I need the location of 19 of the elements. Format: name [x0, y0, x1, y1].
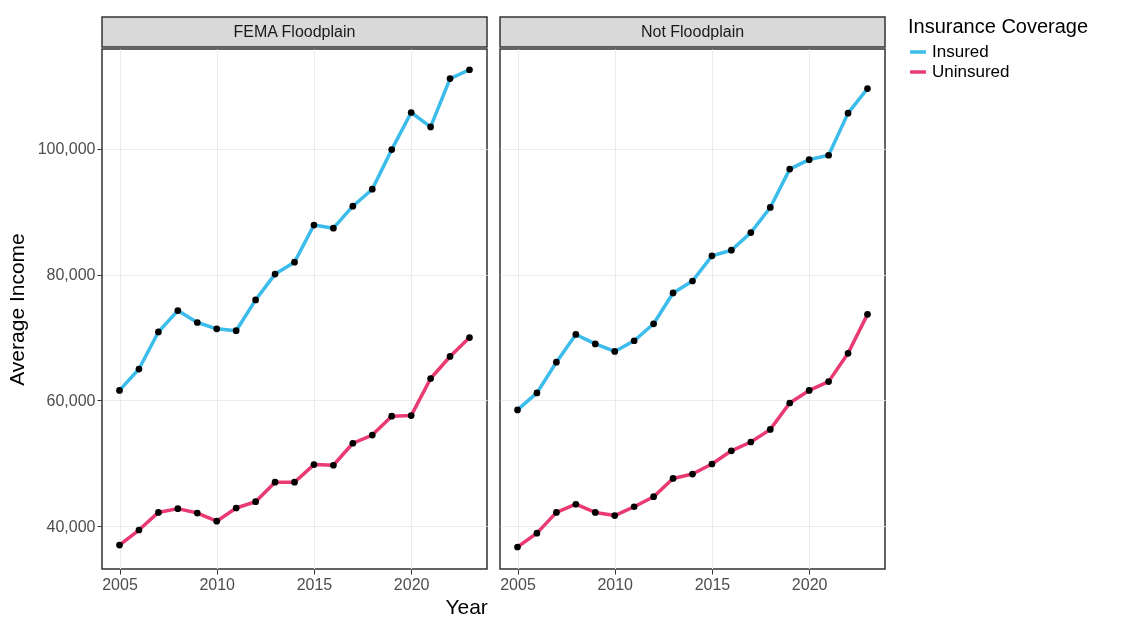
legend-label: Uninsured — [932, 62, 1010, 81]
x-tick-label: 2010 — [199, 575, 236, 593]
x-tick-label: 2020 — [791, 575, 828, 593]
y-tick-label: 80,000 — [46, 266, 96, 284]
y-tick-label: 40,000 — [46, 517, 96, 535]
x-tick-label: 2005 — [500, 575, 536, 593]
chart-title: FEMA Floodplain — [233, 23, 356, 40]
x-tick-label: 2015 — [296, 575, 333, 593]
y-axis-title: Average Income — [4, 233, 28, 386]
y-tick-label: 60,000 — [46, 391, 96, 409]
y-tick-label: 100,000 — [37, 140, 96, 158]
chart-title: Not Floodplain — [640, 23, 745, 40]
x-tick-label: 2005 — [102, 575, 138, 593]
x-tick-label: 2020 — [393, 575, 430, 593]
legend-title: Insurance Coverage — [908, 15, 1089, 37]
x-tick-label: 2010 — [597, 575, 634, 593]
legend-label: Insured — [932, 42, 989, 61]
x-axis-title: Year — [445, 594, 488, 618]
x-tick-label: 2015 — [694, 575, 731, 593]
